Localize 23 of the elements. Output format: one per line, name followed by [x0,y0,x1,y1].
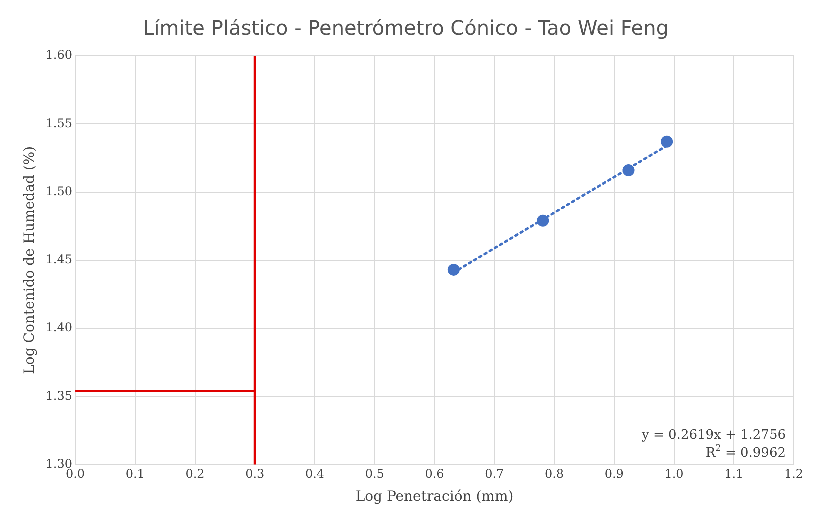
x-tick-label: 0.0 [66,467,86,482]
y-tick-label: 1.55 [46,116,73,130]
y-axis-title: Log Contenido de Humedad (%) [22,146,38,374]
x-tick-label: 1.2 [784,467,804,482]
x-tick-label: 0.3 [246,467,265,482]
annotation: y = 0.2619x + 1.2756 [641,428,786,443]
x-tick-label: 0.5 [365,467,384,482]
y-tick-label: 1.40 [46,320,73,335]
y-tick-label: 1.50 [46,184,73,198]
x-axis-title: Log Penetración (mm) [356,489,514,506]
y-tick-label: 1.45 [46,252,73,267]
y-tick-label: 1.60 [46,48,73,62]
y-tick-label: 1.35 [46,388,73,403]
x-tick-label: 0.8 [544,467,564,482]
x-tick-label: 0.2 [186,467,205,482]
x-tick-label: 0.1 [126,467,145,482]
x-tick-label: 0.6 [425,467,444,482]
x-tick-label: 0.4 [305,467,325,482]
x-tick-label: 0.7 [485,467,504,482]
x-tick-label: 0.9 [604,467,624,482]
x-tick-label: 1.0 [664,467,684,482]
x-tick-label: 1.1 [724,467,744,482]
chart-title: Límite Plástico - Penetrómetro Cónico - Tao Wei Feng [143,16,669,40]
